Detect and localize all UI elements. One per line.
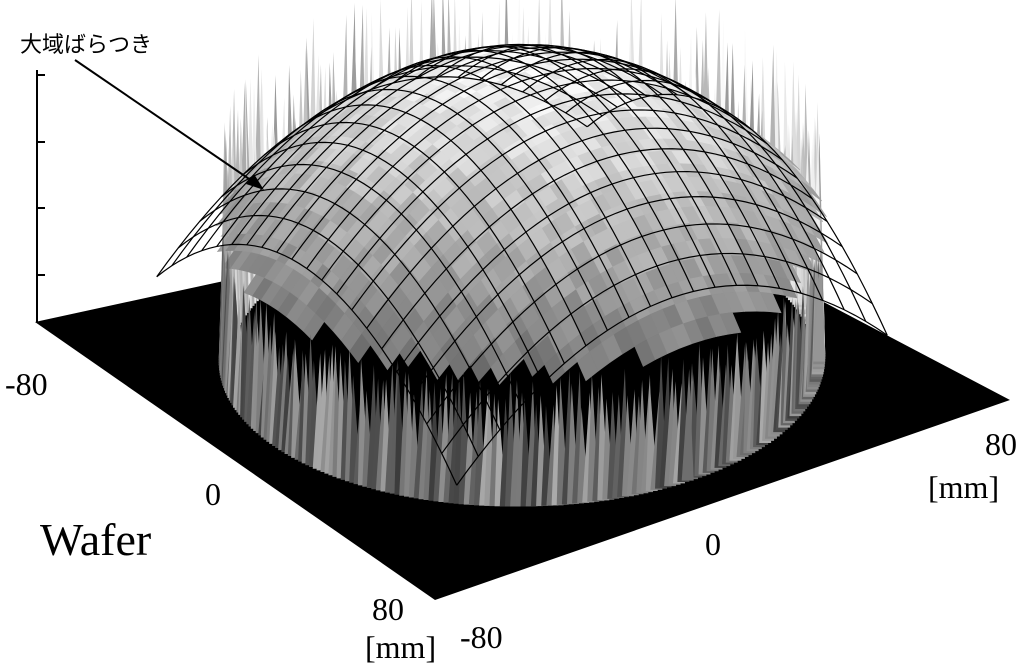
tick-label: -80 (460, 619, 503, 655)
tick-label: -80 (5, 366, 48, 402)
z-ticks (37, 75, 45, 275)
annotation: 大域ばらつき (20, 33, 152, 58)
arrow (75, 60, 255, 183)
axis-unit: [mm] (928, 469, 999, 505)
wafer-label: Wafer (40, 514, 151, 565)
wafer-surface (157, 0, 888, 507)
tick-label: 0 (205, 476, 221, 512)
tick-label: 0 (705, 526, 721, 562)
tick-label: 80 (985, 426, 1017, 462)
tick-label: 80 (372, 591, 404, 627)
figure: 大域ばらつき -80 0 80 [mm] -80 0 80 [mm] Wafer (0, 0, 1027, 665)
axis-unit: [mm] (365, 629, 436, 665)
